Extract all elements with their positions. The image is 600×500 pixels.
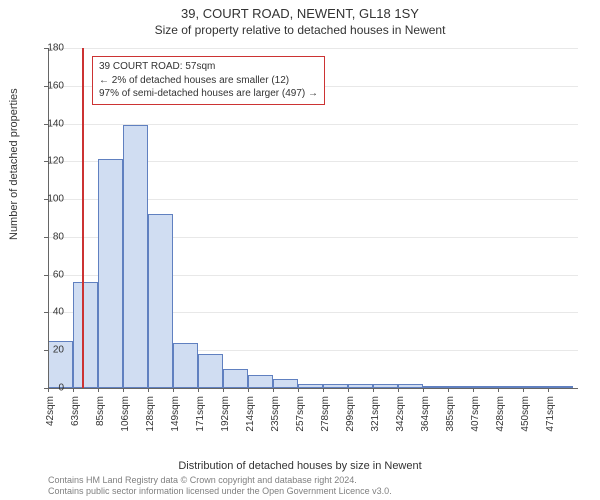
histogram-bar <box>223 369 248 388</box>
xtick-label: 128sqm <box>145 396 156 432</box>
y-axis-label: Number of detached properties <box>8 88 20 240</box>
ytick-label: 0 <box>36 383 64 394</box>
histogram-bar <box>123 125 148 388</box>
page-title: 39, COURT ROAD, NEWENT, GL18 1SY <box>0 0 600 21</box>
annotation-line: 97% of semi-detached houses are larger (… <box>99 87 318 101</box>
ytick-label: 40 <box>36 307 64 318</box>
ytick-label: 20 <box>36 345 64 356</box>
xtick-label: 321sqm <box>370 396 381 432</box>
xtick-label: 171sqm <box>195 396 206 432</box>
xtick-label: 257sqm <box>295 396 306 432</box>
copyright-line-1: Contains HM Land Registry data © Crown c… <box>48 475 590 487</box>
annotation-box: 39 COURT ROAD: 57sqm← 2% of detached hou… <box>92 56 325 105</box>
copyright-line-2: Contains public sector information licen… <box>48 486 590 498</box>
histogram-bar <box>198 354 223 388</box>
histogram-bar <box>248 375 273 388</box>
xtick-label: 149sqm <box>170 396 181 432</box>
xtick-label: 235sqm <box>270 396 281 432</box>
ytick-label: 160 <box>36 80 64 91</box>
histogram-bar <box>148 214 173 388</box>
ytick-label: 140 <box>36 118 64 129</box>
y-axis <box>48 48 49 388</box>
page-subtitle: Size of property relative to detached ho… <box>0 21 600 37</box>
xtick-label: 364sqm <box>420 396 431 432</box>
ytick-label: 120 <box>36 156 64 167</box>
xtick-label: 85sqm <box>95 396 106 426</box>
xtick-label: 342sqm <box>395 396 406 432</box>
xtick-label: 450sqm <box>520 396 531 432</box>
x-axis-label: Distribution of detached houses by size … <box>0 460 600 472</box>
histogram-bar <box>73 282 98 388</box>
histogram-bar <box>173 343 198 388</box>
ytick-label: 60 <box>36 269 64 280</box>
chart-plot-area: 42sqm63sqm85sqm106sqm128sqm149sqm171sqm1… <box>48 48 578 388</box>
xtick-label: 192sqm <box>220 396 231 432</box>
gridline <box>48 48 578 49</box>
xtick-label: 299sqm <box>345 396 356 432</box>
xtick-label: 42sqm <box>45 396 56 426</box>
xtick-label: 407sqm <box>470 396 481 432</box>
annotation-line: 39 COURT ROAD: 57sqm <box>99 60 318 74</box>
xtick-label: 278sqm <box>320 396 331 432</box>
property-marker-line <box>82 48 84 388</box>
copyright-text: Contains HM Land Registry data © Crown c… <box>48 475 590 498</box>
xtick-label: 63sqm <box>70 396 81 426</box>
xtick-label: 385sqm <box>445 396 456 432</box>
xtick-label: 214sqm <box>245 396 256 432</box>
xtick-label: 471sqm <box>545 396 556 432</box>
xtick-label: 106sqm <box>120 396 131 432</box>
histogram-bar <box>273 379 298 388</box>
gridline <box>48 124 578 125</box>
ytick-label: 80 <box>36 231 64 242</box>
annotation-line: ← 2% of detached houses are smaller (12) <box>99 74 318 88</box>
xtick-label: 428sqm <box>495 396 506 432</box>
histogram-bar <box>98 159 123 388</box>
x-axis <box>48 388 578 389</box>
ytick-label: 100 <box>36 194 64 205</box>
ytick-label: 180 <box>36 43 64 54</box>
